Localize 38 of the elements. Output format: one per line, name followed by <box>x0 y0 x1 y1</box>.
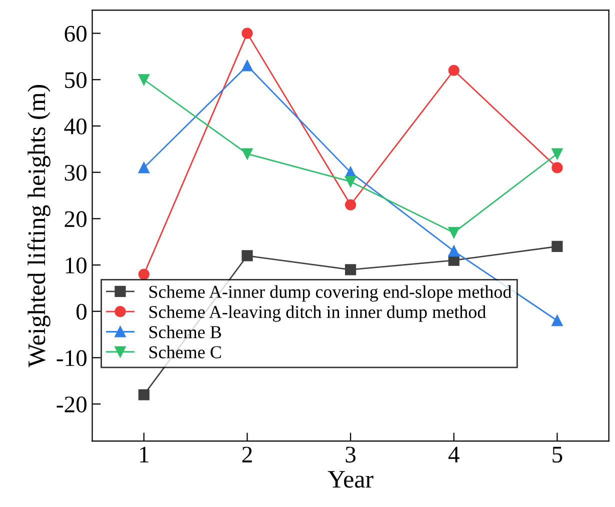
legend-label: Scheme A-inner dump covering end-slope method <box>149 285 512 302</box>
y-tick-label: 60 <box>64 26 86 42</box>
x-tick-label: 1 <box>140 446 148 462</box>
point <box>552 240 563 252</box>
x-tick-label: 5 <box>552 446 562 463</box>
point <box>138 389 150 400</box>
y-tick-label: 0 <box>76 304 86 320</box>
legend-label: Scheme C <box>149 346 221 358</box>
y-tick-label: 20 <box>64 211 86 228</box>
y-tick-label: 30 <box>64 164 86 181</box>
y-tick-label: 40 <box>64 118 86 134</box>
point <box>138 268 150 280</box>
legend-label: Scheme A-leaving ditch in inner dump method <box>149 305 486 322</box>
y-tick-label: -20 <box>56 396 86 412</box>
y-tick-label: -10 <box>56 350 86 366</box>
y-tick-label: 10 <box>66 257 86 274</box>
point <box>552 148 563 160</box>
point <box>242 60 253 72</box>
point <box>448 64 460 76</box>
legend-label: Scheme B <box>149 326 222 338</box>
point <box>242 28 253 39</box>
point <box>138 74 150 86</box>
point <box>448 246 460 257</box>
y-tick-label: 50 <box>65 72 86 88</box>
point <box>552 162 563 174</box>
point <box>344 199 356 210</box>
point <box>552 315 563 326</box>
x-tick-label: 4 <box>448 446 460 462</box>
point <box>242 250 253 262</box>
x-tick-label: 2 <box>242 446 252 462</box>
point <box>344 264 356 276</box>
y-axis-title: Weighted lifting heights (m) <box>27 85 50 368</box>
x-tick-label: 3 <box>346 446 356 463</box>
point <box>242 148 253 160</box>
point <box>344 176 356 188</box>
point <box>448 227 460 238</box>
point <box>138 162 150 174</box>
x-axis-title: Year <box>328 471 374 488</box>
